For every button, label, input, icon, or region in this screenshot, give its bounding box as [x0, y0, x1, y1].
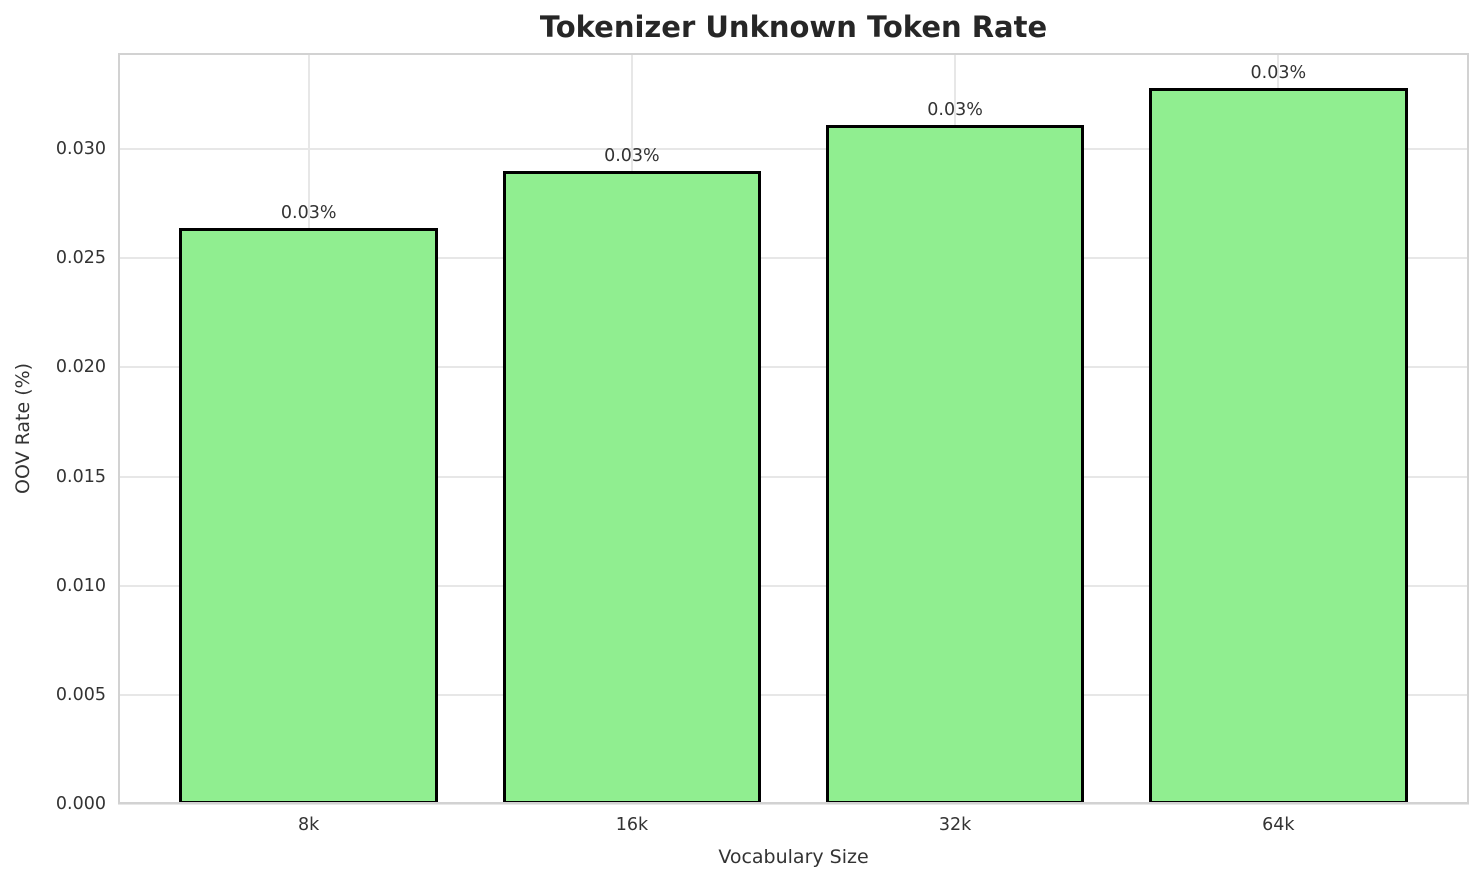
y-gridline [118, 475, 1469, 478]
x-tick-label-64k: 64k [1262, 815, 1295, 835]
chart-title: Tokenizer Unknown Token Rate [539, 10, 1048, 44]
y-gridline [118, 366, 1469, 369]
bar-8k [179, 227, 438, 804]
bar-64k [1149, 87, 1408, 804]
plot-area: 0.03% 0.03% 0.03% 0.03% [118, 53, 1469, 805]
x-tick-label-16k: 16k [615, 815, 649, 835]
y-gridline [118, 693, 1469, 696]
y-gridline [118, 803, 1469, 805]
bar-value-label: 0.03% [1250, 62, 1307, 83]
x-tick-label-32k: 32k [938, 815, 972, 835]
y-tick-label: 0.025 [55, 248, 106, 269]
bar-16k [502, 170, 762, 804]
y-tick-label: 0.005 [55, 684, 106, 705]
bar-value-label: 0.03% [927, 100, 983, 121]
bar-value-label: 0.03% [280, 202, 337, 223]
y-tick-label: 0.010 [55, 575, 106, 596]
y-gridline [118, 584, 1469, 587]
y-tick-label: 0.000 [55, 794, 106, 814]
y-gridline [118, 257, 1469, 260]
y-tick-label: 0.020 [55, 357, 106, 378]
x-tick-label-8k: 8k [298, 815, 320, 835]
bar-32k [825, 125, 1085, 804]
y-tick-label: 0.015 [55, 466, 106, 487]
y-gridline [118, 148, 1469, 151]
x-axis-label: Vocabulary Size [718, 846, 869, 868]
bar-value-label: 0.03% [604, 145, 660, 166]
y-tick-label: 0.030 [55, 139, 106, 160]
